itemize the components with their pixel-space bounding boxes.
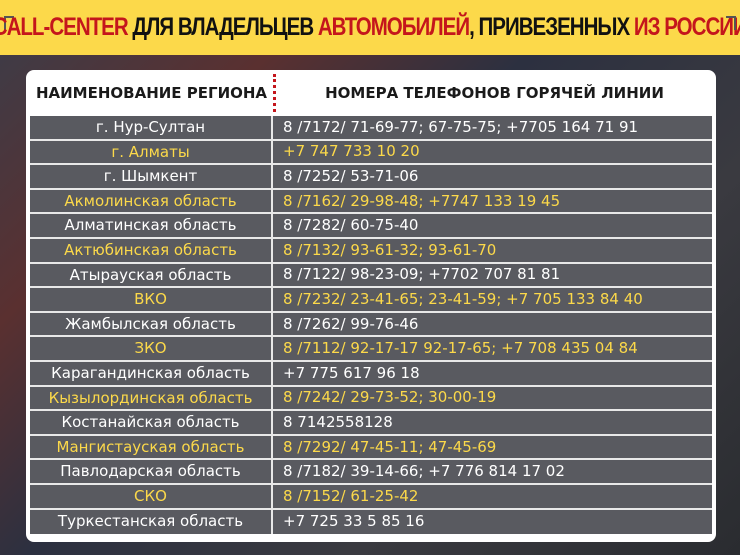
- table-row: г. Нур-Султан 8 /7172/ 71-69-77; 67-75-75…: [30, 116, 712, 141]
- page-title: CALL-CENTER ДЛЯ ВЛАДЕЛЬЦЕВ АВТОМОБИЛЕЙ, …: [0, 13, 740, 41]
- region-cell: Костанайская область: [30, 411, 273, 434]
- phones-cell: 8 /7172/ 71-69-77; 67-75-75; +7705 164 7…: [283, 117, 639, 136]
- table-row: Жамбылская область 8 /7262/ 99-76-46: [30, 312, 712, 338]
- region-cell: Акмолинская область: [30, 189, 273, 213]
- column-header-region: НАИМЕНОВАНИЕ РЕГИОНА: [35, 84, 268, 102]
- column-header-phones: НОМЕРА ТЕЛЕФОНОВ ГОРЯЧЕЙ ЛИНИИ: [325, 84, 664, 102]
- table-row: ЗКО 8 /7112/ 92-17-17 92-17-65; +7 708 43…: [30, 337, 712, 362]
- region-cell: г. Нур-Султан: [30, 116, 273, 139]
- table-row: Карагандинская область +7 775 617 96 18: [30, 361, 712, 387]
- table-row: Мангистауская область 8 /7292/ 47-45-11; …: [30, 435, 712, 461]
- table-body: г. Нур-Султан 8 /7172/ 71-69-77; 67-75-75…: [30, 116, 712, 535]
- region-cell: Карагандинская область: [30, 361, 273, 385]
- phones-cell: 8 /7182/ 39-14-66; +7 776 814 17 02: [283, 462, 565, 481]
- table-row: СКО 8 /7152/ 61-25-42: [30, 484, 712, 510]
- column-divider: [273, 74, 277, 112]
- region-cell: Туркестанская область: [30, 509, 273, 535]
- region-cell: Мангистауская область: [30, 435, 273, 459]
- phones-cell: +7 747 733 10 20: [283, 142, 420, 161]
- phones-cell: 8 /7162/ 29-98-48; +7747 133 19 45: [283, 191, 561, 210]
- region-cell: СКО: [30, 484, 273, 508]
- table-row: Алматинская область 8 /7282/ 60-75-40: [30, 214, 712, 239]
- phones-cell: 8 /7112/ 92-17-17 92-17-65; +7 708 435 0…: [283, 339, 638, 358]
- table-row: г. Алматы +7 747 733 10 20: [30, 140, 712, 166]
- table-row: Актюбинская область 8 /7132/ 93-61-32; 93…: [30, 238, 712, 264]
- table-row: ВКО 8 /7232/ 23-41-65; 23-41-59; +7 705 1…: [30, 288, 712, 313]
- corner-bracket: [726, 16, 736, 30]
- table-row: Акмолинская область 8 /7162/ 29-98-48; +7…: [30, 189, 712, 215]
- table-row: г. Шымкент 8 /7252/ 53-71-06: [30, 165, 712, 190]
- phones-cell: 8 7142558128: [283, 412, 393, 431]
- phones-cell: 8 /7152/ 61-25-42: [283, 486, 419, 505]
- table-row: Костанайская область 8 7142558128: [30, 411, 712, 436]
- phones-cell: 8 /7122/ 98-23-09; +7702 707 81 81: [283, 265, 561, 284]
- phones-cell: +7 775 617 96 18: [283, 363, 420, 382]
- table-row: Павлодарская область 8 /7182/ 39-14-66; +…: [30, 460, 712, 485]
- title-banner: CALL-CENTER ДЛЯ ВЛАДЕЛЬЦЕВ АВТОМОБИЛЕЙ, …: [0, 0, 740, 55]
- hotline-table: НАИМЕНОВАНИЕ РЕГИОНА НОМЕРА ТЕЛЕФОНОВ ГО…: [26, 70, 716, 542]
- region-cell: Жамбылская область: [30, 312, 273, 336]
- region-cell: ЗКО: [30, 337, 273, 360]
- region-cell: Алматинская область: [30, 214, 273, 237]
- region-cell: Атырауская область: [30, 263, 273, 287]
- phones-cell: 8 /7292/ 47-45-11; 47-45-69: [283, 437, 497, 456]
- region-cell: Кызылординская область: [30, 386, 273, 410]
- phones-cell: 8 /7262/ 99-76-46: [283, 314, 419, 333]
- phones-cell: +7 725 33 5 85 16: [283, 512, 425, 531]
- table-row: Туркестанская область +7 725 33 5 85 16: [30, 509, 712, 535]
- phones-cell: 8 /7132/ 93-61-32; 93-61-70: [283, 240, 497, 259]
- region-cell: г. Алматы: [30, 140, 273, 164]
- region-cell: ВКО: [30, 288, 273, 311]
- region-cell: Павлодарская область: [30, 460, 273, 483]
- phones-cell: 8 /7252/ 53-71-06: [283, 166, 419, 185]
- region-cell: Актюбинская область: [30, 238, 273, 262]
- region-cell: г. Шымкент: [30, 165, 273, 188]
- phones-cell: 8 /7232/ 23-41-65; 23-41-59; +7 705 133 …: [283, 289, 643, 308]
- corner-bracket: [4, 16, 14, 30]
- phones-cell: 8 /7242/ 29-73-52; 30-00-19: [283, 388, 497, 407]
- phones-cell: 8 /7282/ 60-75-40: [283, 216, 419, 235]
- table-row: Атырауская область 8 /7122/ 98-23-09; +77…: [30, 263, 712, 289]
- table-row: Кызылординская область 8 /7242/ 29-73-52;…: [30, 386, 712, 412]
- table-header: НАИМЕНОВАНИЕ РЕГИОНА НОМЕРА ТЕЛЕФОНОВ ГО…: [30, 70, 712, 116]
